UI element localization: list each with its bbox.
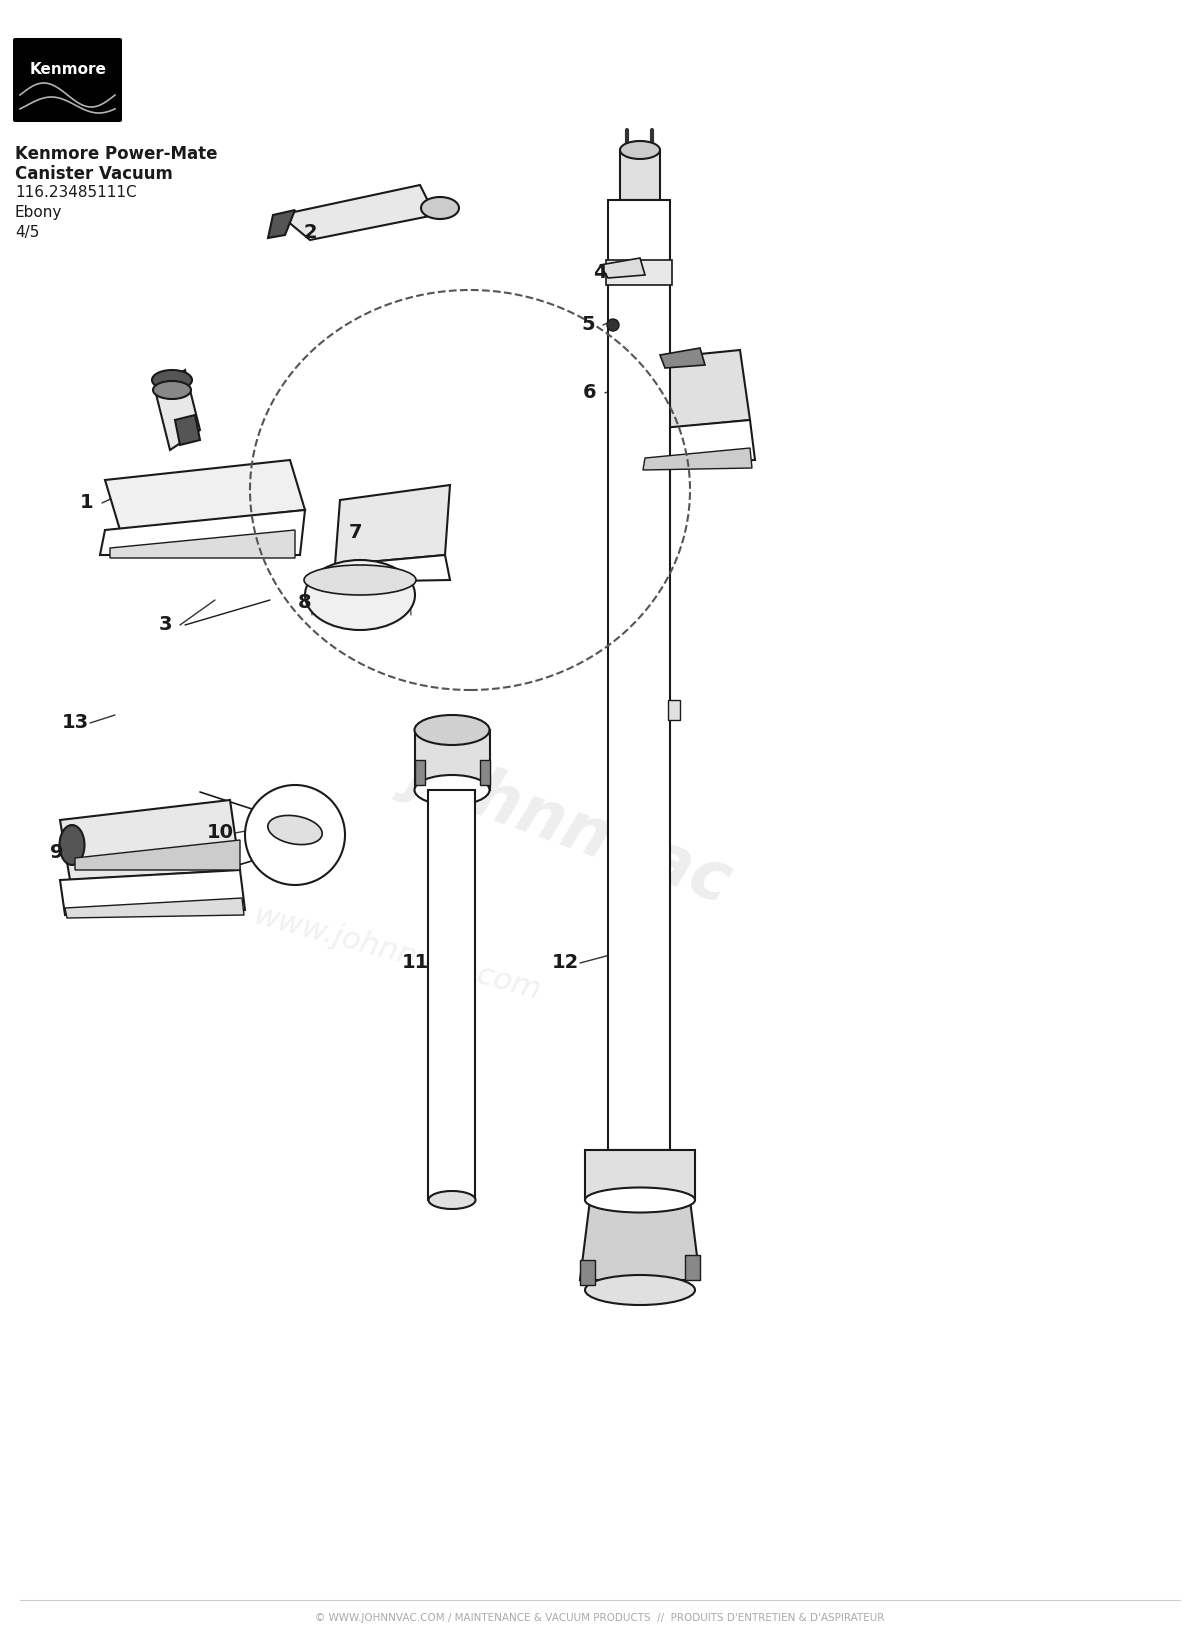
Text: 11: 11 <box>401 954 428 972</box>
Polygon shape <box>415 729 490 790</box>
Ellipse shape <box>586 1275 695 1305</box>
Text: 4: 4 <box>593 262 607 282</box>
Ellipse shape <box>414 714 490 746</box>
Text: johnnvac: johnnvac <box>400 736 742 916</box>
Text: © WWW.JOHNNVAC.COM / MAINTENANCE & VACUUM PRODUCTS  //  PRODUITS D'ENTRETIEN & D: © WWW.JOHNNVAC.COM / MAINTENANCE & VACUU… <box>316 1614 884 1624</box>
Text: 2: 2 <box>304 223 317 243</box>
Polygon shape <box>608 200 670 1150</box>
Text: 5: 5 <box>581 315 595 335</box>
Polygon shape <box>428 790 475 1200</box>
Ellipse shape <box>586 1188 695 1213</box>
Ellipse shape <box>154 381 191 399</box>
Ellipse shape <box>414 776 490 805</box>
Ellipse shape <box>305 559 415 630</box>
Ellipse shape <box>620 140 660 158</box>
Text: 7: 7 <box>348 523 361 543</box>
Text: Kenmore Power-Mate: Kenmore Power-Mate <box>14 145 217 163</box>
Polygon shape <box>60 800 240 879</box>
Polygon shape <box>280 185 436 239</box>
Ellipse shape <box>268 815 322 845</box>
Polygon shape <box>480 761 490 785</box>
Polygon shape <box>175 416 200 446</box>
Polygon shape <box>415 761 425 785</box>
Text: 3: 3 <box>158 615 172 635</box>
Polygon shape <box>586 1150 695 1200</box>
Polygon shape <box>640 350 750 431</box>
Text: 9: 9 <box>50 843 64 863</box>
Text: 6: 6 <box>583 383 596 403</box>
Ellipse shape <box>421 196 458 219</box>
FancyBboxPatch shape <box>13 38 122 122</box>
Text: 1: 1 <box>80 493 94 513</box>
Circle shape <box>607 318 619 332</box>
Text: 4/5: 4/5 <box>14 224 40 239</box>
Polygon shape <box>600 257 646 277</box>
Text: www.johnnvac.com: www.johnnvac.com <box>250 901 544 1006</box>
Polygon shape <box>106 460 305 530</box>
Text: Ebony: Ebony <box>14 205 62 219</box>
Text: Canister Vacuum: Canister Vacuum <box>14 165 173 183</box>
Polygon shape <box>643 449 752 470</box>
Polygon shape <box>660 348 706 368</box>
Polygon shape <box>685 1256 700 1280</box>
Polygon shape <box>580 1261 595 1285</box>
Polygon shape <box>268 210 295 238</box>
Polygon shape <box>60 870 245 916</box>
Polygon shape <box>74 840 240 870</box>
Circle shape <box>245 785 346 884</box>
Polygon shape <box>606 261 672 285</box>
Text: 13: 13 <box>61 713 89 733</box>
Polygon shape <box>640 421 755 465</box>
Polygon shape <box>580 1200 700 1280</box>
Polygon shape <box>335 485 450 564</box>
Text: 12: 12 <box>551 954 578 972</box>
Ellipse shape <box>60 825 84 865</box>
Ellipse shape <box>304 564 416 596</box>
Ellipse shape <box>428 1191 475 1209</box>
Text: 116.23485111C: 116.23485111C <box>14 185 137 200</box>
Polygon shape <box>65 898 244 917</box>
Polygon shape <box>110 530 295 558</box>
Polygon shape <box>100 510 305 554</box>
Text: 8: 8 <box>298 594 312 612</box>
Text: 10: 10 <box>206 823 234 843</box>
Text: Kenmore: Kenmore <box>30 63 107 78</box>
Polygon shape <box>335 554 450 582</box>
Ellipse shape <box>152 370 192 389</box>
Polygon shape <box>155 370 200 450</box>
Polygon shape <box>668 700 680 719</box>
Polygon shape <box>620 150 660 200</box>
